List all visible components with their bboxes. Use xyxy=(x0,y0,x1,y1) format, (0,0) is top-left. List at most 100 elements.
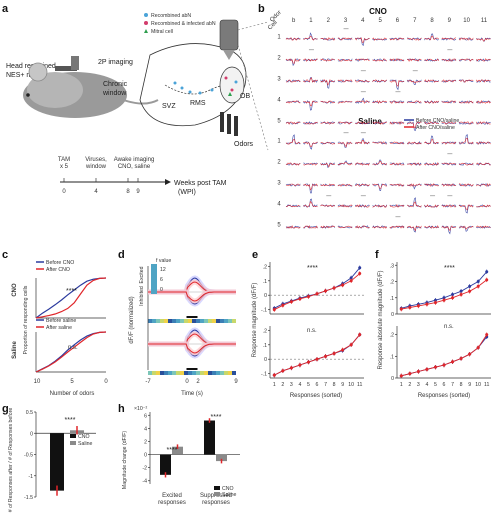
panel-b-saline-trace-after-r4-7 xyxy=(406,201,422,208)
panel-e-bottom-point xyxy=(349,343,353,347)
panel-d-bottom-strip-cell xyxy=(164,371,168,375)
panel-d-bottom-strip-cell xyxy=(172,371,176,375)
panel-b-legend-before: Before CNO/saline xyxy=(416,118,459,124)
panel-b-saline-trace-after-r3-11 xyxy=(476,183,491,187)
legend-text-infected: Recombined & infected abN xyxy=(151,21,216,27)
panel-b-cno-trace-before-r5-3 xyxy=(337,121,353,125)
panel-e-top-point xyxy=(358,266,362,270)
panel-b-cno-trace-before-r1-7 xyxy=(407,37,422,41)
panel-b-cno-row-label-5: 5 xyxy=(277,119,281,125)
panel-f-top-point xyxy=(442,296,446,300)
panel-c-top-plot xyxy=(35,277,107,319)
panel-f-bottom-xtick-label: 3 xyxy=(417,382,420,388)
panel-b-saline-row-label-5: 5 xyxy=(277,223,281,229)
panel-b-saline-trace-after-r1-3 xyxy=(337,141,353,148)
panel-b-saline-trace-after-r1-11 xyxy=(476,141,491,145)
panel-b-cno-trace-after-r1-b xyxy=(285,37,301,41)
panel-f-top-point xyxy=(433,298,437,302)
timeline: 0 4 8 9 xyxy=(60,178,171,195)
panel-e-bottom-point xyxy=(289,366,293,370)
panel-b-saline-trace-after-r5-10 xyxy=(458,225,474,230)
panel-e-label: e xyxy=(252,249,258,261)
panel-b-cno-trace-before-r4-b xyxy=(285,100,301,104)
panel-d-top-strip-cell xyxy=(192,319,196,323)
panel-b-cno-trace-after-r2-1 xyxy=(303,58,318,62)
panel-b-saline-trace-before-r3-11 xyxy=(476,183,491,187)
panel-e-top-point xyxy=(306,295,310,299)
panel-b-saline-trace-after-r4-b xyxy=(285,204,301,208)
panel-b-cno-trace-after-r4-9 xyxy=(441,100,457,104)
panel-c-row-saline: Saline xyxy=(12,341,18,359)
panel-b-cno-trace-after-r2-10 xyxy=(458,58,474,62)
panel-b-saline-trace-before-r1-1 xyxy=(303,141,318,150)
panel-b-cno-trace-after-r5-7 xyxy=(406,121,422,129)
panel-b-saline-trace-after-r2-7 xyxy=(407,162,422,166)
panel-b-cno-trace-after-r3-5 xyxy=(372,79,387,83)
panel-h-bar-cno-1 xyxy=(204,420,215,455)
panel-h-bar-saline-0 xyxy=(172,446,183,455)
panel-b-saline-trace-after-r4-11 xyxy=(476,204,491,208)
panel-d-top-strip-cell xyxy=(172,319,176,323)
panel-e-bottom-xtick-label: 10 xyxy=(348,382,354,388)
panel-c-legend-before-cno: Before CNO xyxy=(46,260,74,266)
panel-d-top-strip-cell xyxy=(200,319,204,323)
panel-b-saline-trace-before-r2-3 xyxy=(337,160,353,166)
panel-b-cno-trace-after-r1-10 xyxy=(458,37,474,41)
panel-e-bottom-point xyxy=(281,369,285,373)
panel-b-cno-trace-after-r2-11 xyxy=(476,58,491,62)
panel-g-legend-cno: CNO xyxy=(78,434,90,440)
brain-label-odors: Odors xyxy=(234,141,254,148)
panel-b-saline-stim-bar xyxy=(447,153,453,155)
panel-b-cno-trace-after-r4-1 xyxy=(303,100,318,107)
panel-b-cno-trace-after-r4-7 xyxy=(407,100,422,104)
panel-f-bottom-xtick-label: 1 xyxy=(400,382,403,388)
panel-e-top-ytick-label: 0 xyxy=(264,293,267,299)
panel-b-cno-trace-before-r1-3 xyxy=(337,37,353,41)
timeline-tick-8: 8 xyxy=(126,189,130,195)
panel-c-legend-after-cno: After CNO xyxy=(46,267,70,273)
panel-h-sig-excited: **** xyxy=(167,447,178,454)
panel-b-cno-trace-after-r1-3 xyxy=(337,37,353,41)
panel-b-saline-row-label-2: 2 xyxy=(277,160,281,166)
panel-b-saline-trace-after-r1-1 xyxy=(303,141,318,148)
panel-b-cno-trace-after-r5-5 xyxy=(372,121,388,125)
panel-f-top-point xyxy=(408,306,412,309)
panel-f-top-ytick-label: .3 xyxy=(390,263,394,269)
panel-e-bottom-xtick-label: 5 xyxy=(307,382,310,388)
panel-e-bottom-xtick-label: 3 xyxy=(290,382,293,388)
panel-c-bottom-series-0 xyxy=(35,331,107,373)
panel-b-odor-columns: b 1 2 3 4 5 6 7 8 9 10 11 xyxy=(292,18,488,24)
panel-f-top-series-0 xyxy=(401,271,488,309)
panel-e-bottom-series-1 xyxy=(274,334,361,376)
panel-b-cno-trace-after-r2-8 xyxy=(424,58,439,62)
timeline-event-imaging: Awake imaging CNO, saline xyxy=(114,157,155,170)
panel-b-cno-trace-after-r4-4 xyxy=(355,100,370,104)
panel-b-cno-trace-after-r4-2 xyxy=(320,100,335,104)
panel-e-bottom-xtick-label: 6 xyxy=(316,382,319,388)
panel-b-saline-trace-after-r5-3 xyxy=(337,225,353,229)
panel-e-top-point xyxy=(315,292,319,296)
panel-b-saline-trace-before-r5-11 xyxy=(476,225,491,229)
panel-f-top-ytick-label: .2 xyxy=(390,280,394,286)
panel-d-bottom-strip-cell xyxy=(148,371,152,375)
panel-g-ytick-label: -1 xyxy=(28,474,33,480)
panel-b-saline-trace-before-r1-6 xyxy=(389,141,405,145)
panel-f-bottom-xtick-label: 8 xyxy=(460,382,463,388)
panel-d-bottom-strip-cell xyxy=(188,371,192,375)
panel-b-cno-trace-after-r2-6 xyxy=(389,58,405,62)
panel-b-saline-stim-bar xyxy=(447,195,453,197)
panel-e-bottom-xtick-label: 1 xyxy=(273,382,276,388)
panel-e-top-point xyxy=(298,297,302,301)
panel-d-top-strip-cell xyxy=(216,319,220,323)
panel-b-odor-col-4: 4 xyxy=(361,18,365,24)
panel-e-bottom-ytick-label: -.1 xyxy=(261,372,267,378)
panel-b-saline-trace-after-r5-6 xyxy=(389,225,405,229)
panel-f-top-point xyxy=(451,293,455,296)
panel-b-saline-trace-after-r1-6 xyxy=(389,141,405,145)
panel-h-legend: CNO Saline xyxy=(214,486,237,498)
panel-c-bottom-series-1 xyxy=(35,331,107,373)
panel-f-bottom-xtick-label: 11 xyxy=(484,382,489,388)
panel-e-bottom-point xyxy=(358,333,362,337)
panel-f-top-point xyxy=(459,293,463,296)
panel-h-plot: 6 4 2 0 -2 -4 xyxy=(142,412,240,485)
